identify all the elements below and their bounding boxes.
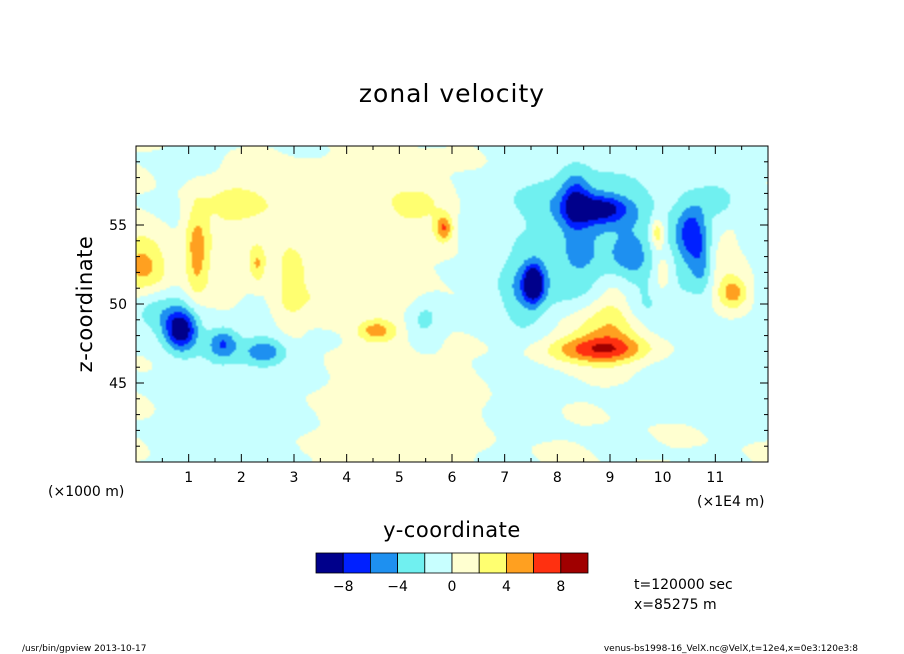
x-tick-label: 9 (606, 470, 615, 486)
x-axis-ticks (161, 146, 743, 462)
footer-left: /usr/bin/gpview 2013-10-17 (22, 644, 146, 654)
y-axis-tick-labels: 45 50 55 (109, 218, 127, 392)
colorbar (315, 552, 589, 574)
y-axis-label: z-coordinate (73, 236, 97, 373)
colorbar-swatch (478, 552, 507, 574)
x-tick-label: 5 (395, 470, 404, 486)
colorbar-swatch (397, 552, 426, 574)
colorbar-swatch (342, 552, 371, 574)
x-axis-tick-labels: 1 2 3 4 5 6 7 8 9 10 11 (184, 470, 724, 486)
x-tick-label: 4 (342, 470, 351, 486)
y-axis-ticks (136, 161, 768, 447)
time-info: t=120000 sec (634, 577, 733, 593)
colorbar-swatch (505, 552, 534, 574)
colorbar-swatch (424, 552, 453, 574)
colorbar-swatch (560, 552, 589, 574)
colorbar-label: −8 (333, 579, 354, 595)
x-axis-unit-left: (×1000 m) (48, 484, 124, 500)
x-tick-label: 11 (706, 470, 724, 486)
colorbar-swatch (369, 552, 398, 574)
colorbar-label: 0 (448, 579, 457, 595)
x-tick-label: 1 (184, 470, 193, 486)
x-axis-label: y-coordinate (383, 518, 521, 542)
x-tick-label: 6 (448, 470, 457, 486)
x-tick-label: 3 (290, 470, 299, 486)
colorbar-labels: −8 −4 0 4 8 (333, 579, 565, 595)
colorbar-swatch (533, 552, 562, 574)
y-tick-label: 50 (109, 297, 127, 313)
x-tick-label: 8 (553, 470, 562, 486)
colorbar-label: −4 (387, 579, 408, 595)
x-tick-label: 10 (654, 470, 672, 486)
colorbar-swatch (451, 552, 480, 574)
plot-area (135, 145, 769, 463)
x-axis-unit-right: (×1E4 m) (697, 494, 764, 510)
chart-title: zonal velocity (359, 79, 545, 108)
x-position-info: x=85275 m (634, 597, 717, 613)
x-tick-label: 7 (500, 470, 509, 486)
heatmap-field (136, 146, 768, 462)
colorbar-swatch (315, 552, 344, 574)
y-tick-label: 55 (109, 218, 127, 234)
colorbar-label: 8 (556, 579, 565, 595)
x-tick-label: 2 (237, 470, 246, 486)
colorbar-label: 4 (502, 579, 511, 595)
y-tick-label: 45 (109, 376, 127, 392)
footer-right: venus-bs1998-16_VelX.nc@VelX,t=12e4,x=0e… (604, 644, 858, 654)
